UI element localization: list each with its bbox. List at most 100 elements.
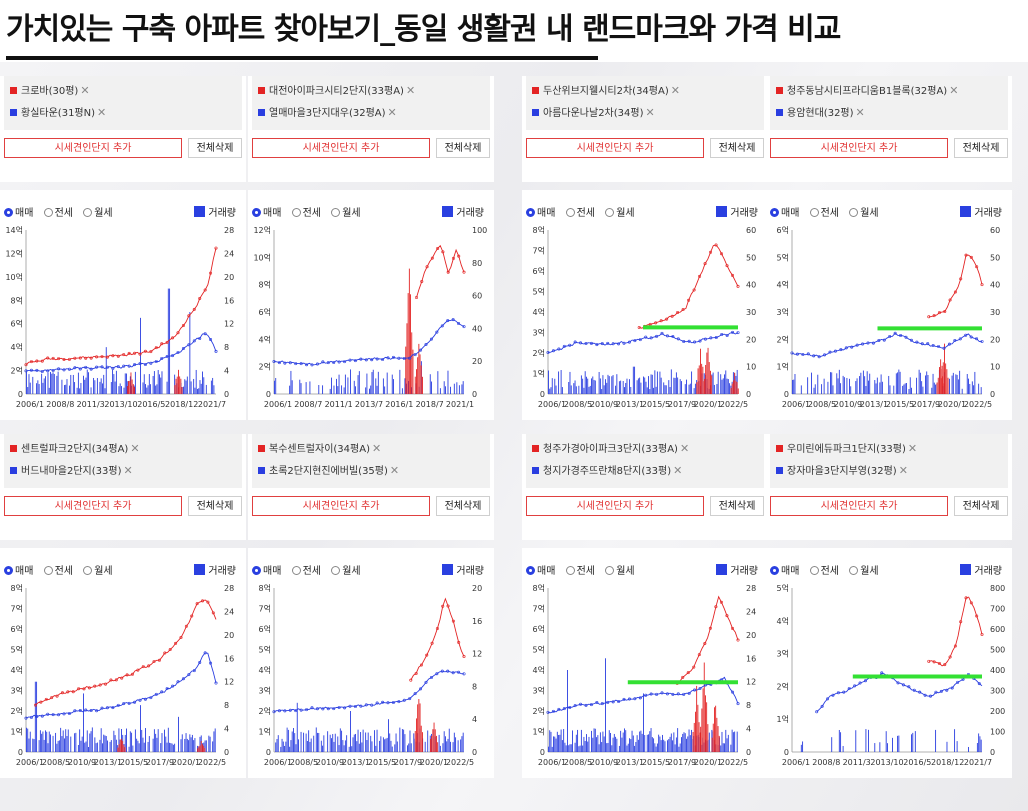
close-icon[interactable]: ✕ <box>387 106 397 119</box>
close-icon[interactable]: ✕ <box>80 84 90 97</box>
close-icon[interactable]: ✕ <box>405 84 416 97</box>
radio-jeonse[interactable]: 전세 <box>565 208 595 219</box>
series-point <box>931 344 935 348</box>
delete-all-button[interactable]: 전체삭제 <box>188 138 242 158</box>
volume-toggle[interactable]: 거래량 <box>716 204 758 219</box>
radio-sale[interactable]: 매매 <box>770 566 799 577</box>
close-icon[interactable]: ✕ <box>670 84 680 97</box>
radio-jeonse[interactable]: 전세 <box>43 208 73 219</box>
series-point <box>451 671 455 675</box>
close-icon[interactable]: ✕ <box>123 464 133 477</box>
radio-monthly[interactable]: 월세 <box>83 566 113 577</box>
close-icon[interactable]: ✕ <box>130 442 140 455</box>
delete-all-button[interactable]: 전체삭제 <box>710 138 764 158</box>
radio-monthly[interactable]: 월세 <box>849 566 879 577</box>
radio-jeonse[interactable]: 전세 <box>291 208 321 219</box>
add-landmark-button[interactable]: 시세견인단지 추가 <box>252 496 430 516</box>
volume-bar <box>83 375 84 394</box>
delete-all-button[interactable]: 전체삭제 <box>188 496 242 516</box>
add-landmark-button[interactable]: 시세견인단지 추가 <box>4 496 182 516</box>
delete-all-button[interactable]: 전체삭제 <box>710 496 764 516</box>
close-icon[interactable]: ✕ <box>389 464 400 477</box>
volume-toggle[interactable]: 거래량 <box>194 562 236 577</box>
series-point <box>430 256 434 260</box>
delete-all-button[interactable]: 전체삭제 <box>954 138 1008 158</box>
close-icon[interactable]: ✕ <box>679 442 690 455</box>
close-icon[interactable]: ✕ <box>855 106 865 119</box>
delete-all-button[interactable]: 전체삭제 <box>436 496 490 516</box>
radio-monthly[interactable]: 월세 <box>331 208 361 219</box>
volume-bar <box>189 312 191 394</box>
close-icon[interactable]: ✕ <box>907 442 918 455</box>
volume-bar <box>300 383 302 394</box>
volume-bar <box>110 740 112 752</box>
volume-bar <box>641 733 643 752</box>
radio-sale[interactable]: 매매 <box>252 566 281 577</box>
close-icon[interactable]: ✕ <box>898 464 908 477</box>
close-icon[interactable]: ✕ <box>97 106 107 119</box>
volume-toggle[interactable]: 거래량 <box>960 562 1002 577</box>
volume-toggle[interactable]: 거래량 <box>442 562 484 577</box>
series-point <box>35 359 39 363</box>
add-landmark-button[interactable]: 시세견인단지 추가 <box>526 138 704 158</box>
series-point <box>29 368 33 372</box>
price-chart: 01억2억3억4억5억6억7억8억0481216202006/12008/520… <box>259 583 483 767</box>
volume-bar <box>184 379 186 394</box>
radio-sale[interactable]: 매매 <box>526 208 555 219</box>
radio-jeonse[interactable]: 전세 <box>809 566 839 577</box>
series-point <box>133 700 137 704</box>
volume-bar <box>678 746 680 752</box>
radio-monthly[interactable]: 월세 <box>605 208 635 219</box>
series-point <box>714 605 718 609</box>
add-landmark-button[interactable]: 시세견인단지 추가 <box>770 138 948 158</box>
add-landmark-button[interactable]: 시세견인단지 추가 <box>526 496 704 516</box>
close-icon[interactable]: ✕ <box>949 84 959 97</box>
x-tick-label: 2021/7 <box>198 400 226 409</box>
radio-monthly[interactable]: 월세 <box>331 566 361 577</box>
radio-selected-icon <box>4 566 13 575</box>
volume-toggle[interactable]: 거래량 <box>194 204 236 219</box>
delete-all-button[interactable]: 전체삭제 <box>436 138 490 158</box>
series-point <box>546 710 550 714</box>
volume-bar <box>722 378 724 394</box>
radio-jeonse[interactable]: 전세 <box>565 566 595 577</box>
y-tick-label: 4억 <box>777 616 789 626</box>
radio-jeonse[interactable]: 전세 <box>43 566 73 577</box>
radio-jeonse[interactable]: 전세 <box>809 208 839 219</box>
volume-bar <box>114 735 116 752</box>
page-title: 가치있는 구축 아파트 찾아보기_동일 생활권 내 랜드마크와 가격 비교 <box>6 12 841 47</box>
radio-sale[interactable]: 매매 <box>4 566 33 577</box>
radio-jeonse[interactable]: 전세 <box>291 566 321 577</box>
radio-monthly[interactable]: 월세 <box>605 566 635 577</box>
volume-toggle[interactable]: 거래량 <box>960 204 1002 219</box>
radio-monthly[interactable]: 월세 <box>83 208 113 219</box>
radio-monthly[interactable]: 월세 <box>849 208 879 219</box>
radio-sale[interactable]: 매매 <box>770 208 799 219</box>
series-point <box>181 324 185 328</box>
volume-bar <box>663 382 665 394</box>
close-icon[interactable]: ✕ <box>673 464 683 477</box>
radio-icon <box>43 208 53 217</box>
add-landmark-button[interactable]: 시세견인단지 추가 <box>770 496 948 516</box>
volume-toggle[interactable]: 거래량 <box>442 204 484 219</box>
volume-bar <box>656 743 658 752</box>
series-point <box>211 611 215 615</box>
volume-bar <box>458 385 460 394</box>
radio-sale[interactable]: 매매 <box>526 566 555 577</box>
volume-bar <box>66 379 68 394</box>
volume-bar <box>128 746 130 752</box>
close-icon[interactable]: ✕ <box>371 442 382 455</box>
checkbox-checked-icon <box>716 206 728 217</box>
volume-bar-red <box>405 346 407 394</box>
add-landmark-button[interactable]: 시세견인단지 추가 <box>4 138 182 158</box>
y-tick-label: 10억 <box>253 252 271 262</box>
close-icon[interactable]: ✕ <box>645 106 655 119</box>
volume-toggle[interactable]: 거래량 <box>716 562 758 577</box>
delete-all-button[interactable]: 전체삭제 <box>954 496 1008 516</box>
add-landmark-button[interactable]: 시세견인단지 추가 <box>252 138 430 158</box>
series-point <box>595 701 599 705</box>
radio-sale[interactable]: 매매 <box>4 208 33 219</box>
volume-bar <box>677 728 679 752</box>
radio-sale[interactable]: 매매 <box>252 208 281 219</box>
volume-bar-red <box>176 376 178 394</box>
